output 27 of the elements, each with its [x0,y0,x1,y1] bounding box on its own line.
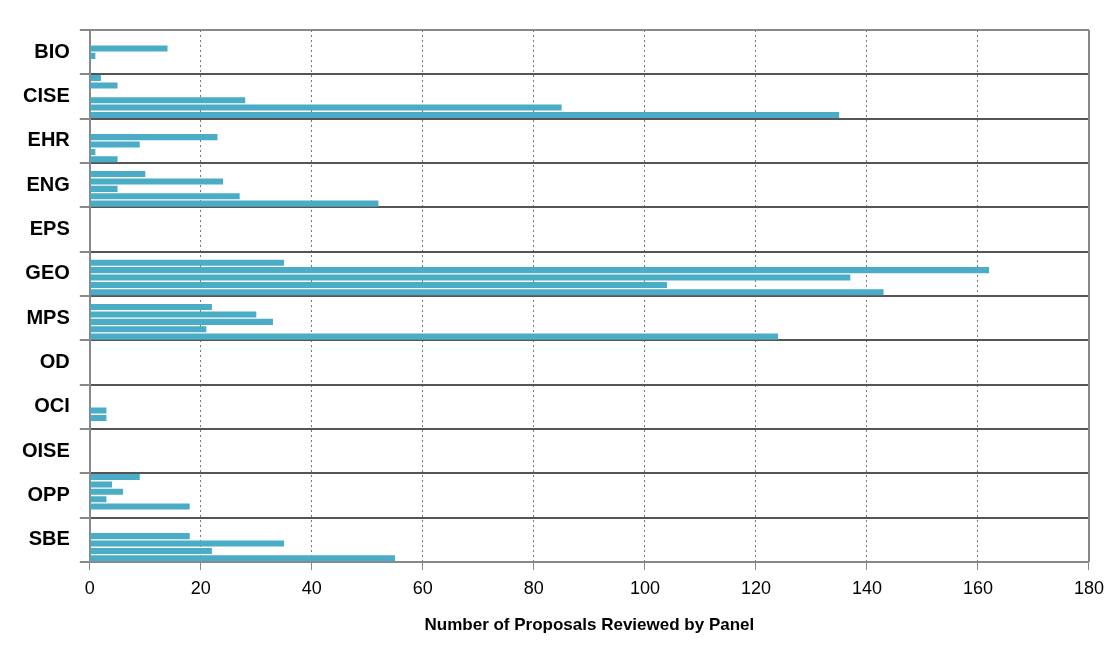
y-tick-label: BIO [34,39,70,62]
y-tick-label: ENG [26,172,70,195]
x-tick-label: 60 [412,577,433,598]
x-tick-label: 140 [851,577,882,598]
y-tick-label: OD [39,350,70,373]
x-tick-label: 80 [523,577,544,598]
y-tick-label: OCI [34,394,70,417]
y-tick-label: GEO [25,261,70,284]
y-tick-label: OPP [27,483,70,506]
y-tick-label: EHR [27,128,71,151]
x-tick-label: 20 [190,577,211,598]
x-tick-label: 40 [301,577,322,598]
bar [90,200,379,207]
x-axis-title: Number of Proposals Reviewed by Panel [424,615,755,635]
x-tick-label: 160 [962,577,993,598]
bar [90,333,779,340]
x-tick-label: 180 [1073,577,1105,598]
y-tick-label: SBE [28,527,70,550]
x-tick-label: 100 [629,577,660,598]
y-tick-label: MPS [26,305,70,328]
y-tick-label: OISE [22,438,70,461]
x-tick-label: 120 [740,577,771,598]
y-tick-label: EPS [29,217,70,240]
x-tick-label: 0 [84,577,95,598]
y-tick-label: CISE [23,84,70,107]
bar [90,503,190,510]
bar [90,97,246,104]
